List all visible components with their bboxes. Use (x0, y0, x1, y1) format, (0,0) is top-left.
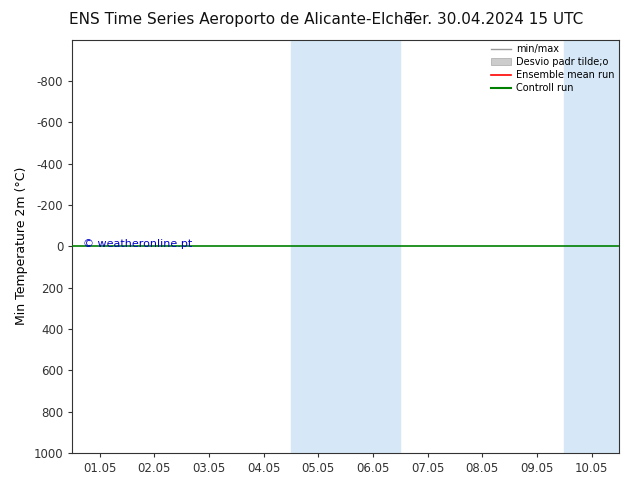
Text: © weatheronline.pt: © weatheronline.pt (83, 239, 192, 249)
Legend: min/max, Desvio padr tilde;o, Ensemble mean run, Controll run: min/max, Desvio padr tilde;o, Ensemble m… (491, 45, 614, 93)
Y-axis label: Min Temperature 2m (°C): Min Temperature 2m (°C) (15, 167, 28, 325)
Text: ENS Time Series Aeroporto de Alicante-Elche: ENS Time Series Aeroporto de Alicante-El… (69, 12, 413, 27)
Text: Ter. 30.04.2024 15 UTC: Ter. 30.04.2024 15 UTC (406, 12, 583, 27)
Bar (564, 40, 619, 453)
Bar (291, 40, 400, 453)
